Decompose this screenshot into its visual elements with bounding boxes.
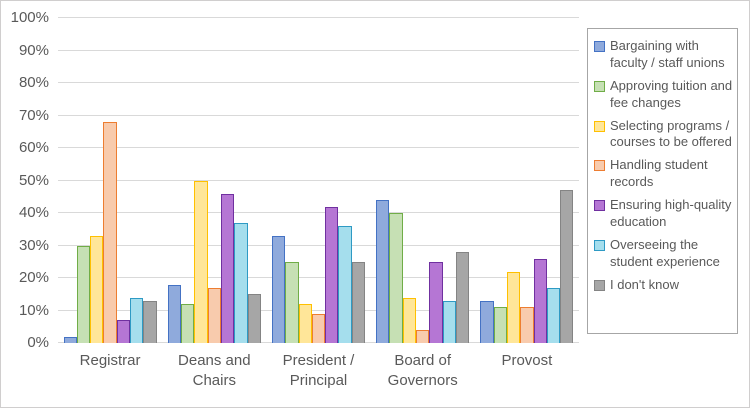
legend-item: Approving tuition and fee changes (594, 78, 733, 112)
y-tick-label: 60% (18, 139, 49, 156)
bar (103, 122, 117, 343)
y-tick-label: 50% (18, 171, 49, 189)
bar (506, 271, 521, 343)
gridline (58, 277, 579, 278)
legend-item: Ensuring high-quality education (594, 197, 733, 231)
legend-label: Handling student records (610, 157, 708, 190)
legend-label: Approving tuition and fee changes (610, 77, 733, 110)
category-label: Registrar (79, 352, 141, 369)
category-label: Deans and Chairs (178, 352, 251, 389)
bar (560, 190, 574, 343)
gridline (58, 82, 579, 83)
gridline (58, 309, 579, 311)
bar (402, 297, 417, 343)
legend-swatch-icon (594, 80, 605, 92)
bar (325, 206, 339, 343)
bar (429, 261, 443, 343)
legend-swatch-icon (594, 200, 605, 212)
legend-label: Overseeing the student experience (610, 236, 720, 269)
y-tick-label: 100% (10, 9, 49, 26)
gridline (58, 212, 579, 213)
gridline (58, 147, 579, 148)
legend-swatch-icon (594, 279, 605, 291)
gridline (58, 179, 579, 181)
y-tick-label: 20% (18, 269, 49, 286)
bar (285, 261, 299, 343)
bar (167, 284, 182, 343)
bar (63, 336, 77, 343)
bar (389, 213, 403, 343)
plot-area (58, 17, 579, 343)
y-tick-label: 10% (18, 301, 49, 319)
y-tick-label: 90% (18, 41, 49, 59)
y-tick-label: 80% (18, 74, 49, 91)
bar (480, 300, 494, 343)
gridline (58, 114, 579, 116)
bar (376, 200, 390, 343)
legend-label: Bargaining with faculty / staff unions (610, 38, 725, 70)
bar (116, 320, 131, 343)
legend-swatch-icon (594, 41, 605, 52)
bar (181, 304, 195, 343)
bar (143, 300, 157, 343)
bar (546, 287, 561, 343)
legend-item: Handling student records (594, 157, 733, 191)
bar (416, 330, 430, 343)
bar (76, 245, 91, 343)
bar (533, 258, 547, 343)
bar (247, 294, 261, 343)
category-label: Provost (501, 352, 553, 369)
legend-label: Selecting programs / courses to be offer… (610, 117, 732, 150)
bar (207, 287, 221, 343)
bar (220, 193, 235, 343)
bar (271, 235, 286, 343)
y-tick-label: 40% (18, 204, 49, 221)
legend-item: Overseeing the student experience (594, 237, 733, 271)
bar (298, 304, 312, 343)
legend-item: I don't know (594, 277, 733, 294)
bar (493, 307, 507, 343)
legend-item: Selecting programs / courses to be offer… (594, 118, 733, 152)
legend-label: Ensuring high-quality education (610, 197, 732, 230)
legend: Bargaining with faculty / staff unions Ap… (587, 28, 738, 334)
y-tick-label: 30% (18, 236, 49, 254)
gridline (58, 17, 579, 18)
bar (520, 307, 534, 343)
legend-swatch-icon (594, 120, 605, 132)
bar (130, 297, 144, 343)
legend-swatch-icon (594, 239, 605, 251)
bar (351, 261, 366, 343)
bar (90, 235, 104, 343)
bar (194, 180, 208, 343)
legend-item: Bargaining with faculty / staff unions (594, 38, 733, 72)
category-label: Board of Governors (387, 352, 458, 389)
y-tick-label: 0% (27, 334, 49, 351)
bar (455, 252, 470, 343)
gridline (58, 244, 579, 246)
bar (338, 226, 352, 343)
gridline (58, 49, 579, 51)
legend-label: I don't know (610, 276, 679, 292)
bar (311, 313, 326, 343)
category-label: President / Principal (282, 352, 355, 389)
legend-swatch-icon (594, 160, 605, 172)
bar (442, 300, 456, 343)
y-tick-label: 70% (18, 106, 49, 124)
bar (234, 222, 248, 343)
